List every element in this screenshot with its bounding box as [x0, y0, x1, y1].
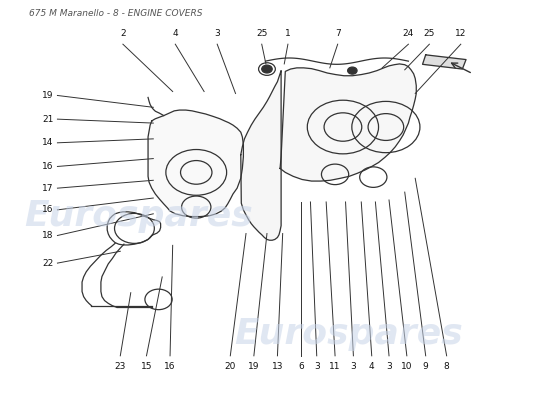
Text: 25: 25: [424, 29, 435, 38]
Text: 3: 3: [350, 362, 356, 371]
Text: 12: 12: [455, 29, 466, 38]
Text: 23: 23: [114, 362, 126, 371]
Text: 24: 24: [403, 29, 414, 38]
Text: 3: 3: [386, 362, 392, 371]
Text: 3: 3: [214, 29, 220, 38]
Text: 20: 20: [224, 362, 236, 371]
Text: 14: 14: [42, 138, 53, 147]
Text: 4: 4: [173, 29, 178, 38]
Circle shape: [262, 65, 272, 73]
Text: 675 M Maranello - 8 - ENGINE COVERS: 675 M Maranello - 8 - ENGINE COVERS: [29, 9, 202, 18]
Text: 21: 21: [42, 115, 53, 124]
Polygon shape: [148, 110, 244, 216]
Text: 2: 2: [120, 29, 126, 38]
Text: 19: 19: [248, 362, 260, 371]
Text: 18: 18: [42, 231, 53, 240]
Text: 6: 6: [298, 362, 304, 371]
Text: 4: 4: [369, 362, 375, 371]
Text: 1: 1: [285, 29, 291, 38]
Text: 17: 17: [42, 184, 53, 193]
Text: 16: 16: [42, 205, 53, 214]
Text: 13: 13: [272, 362, 283, 371]
Text: 15: 15: [141, 362, 152, 371]
Text: 9: 9: [423, 362, 428, 371]
Text: 3: 3: [314, 362, 320, 371]
Polygon shape: [280, 64, 416, 181]
Text: 8: 8: [444, 362, 449, 371]
Text: 16: 16: [42, 162, 53, 171]
Text: 19: 19: [42, 91, 53, 100]
Text: Eurospares: Eurospares: [234, 317, 463, 351]
Text: 7: 7: [335, 29, 340, 38]
Text: 10: 10: [401, 362, 412, 371]
Polygon shape: [422, 55, 466, 69]
Text: 16: 16: [164, 362, 176, 371]
Text: 22: 22: [42, 259, 53, 268]
Polygon shape: [241, 71, 281, 240]
Text: 11: 11: [329, 362, 341, 371]
Text: Eurospares: Eurospares: [24, 199, 253, 233]
Text: 25: 25: [256, 29, 267, 38]
Circle shape: [348, 67, 357, 74]
